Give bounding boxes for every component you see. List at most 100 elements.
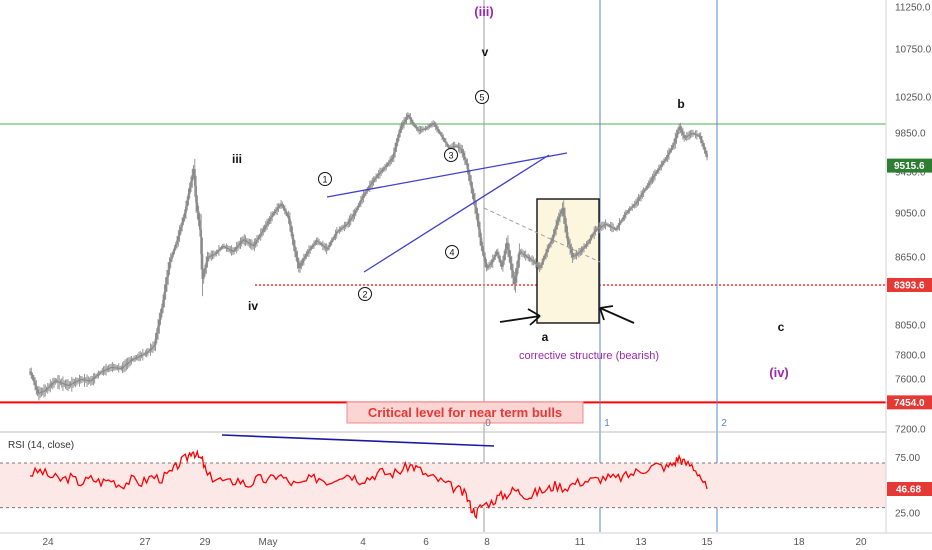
candle-body [69, 384, 72, 386]
candle-body [163, 292, 166, 300]
candle-body [275, 209, 277, 212]
candle-body [457, 146, 460, 148]
candle-body [93, 377, 96, 379]
candle-body [518, 251, 521, 260]
candle-body [496, 251, 499, 256]
price-tick-label: 7800.0 [895, 351, 926, 362]
wave-circle-label-2: 2 [362, 290, 367, 300]
candle-body [261, 231, 263, 234]
candle-body [155, 332, 158, 339]
candle-body [361, 197, 364, 201]
candle-body [406, 115, 409, 118]
candle-body [84, 379, 87, 381]
candle-body [73, 382, 76, 384]
candle-body [34, 381, 36, 386]
candle-body [343, 225, 346, 227]
candle-body [451, 146, 454, 148]
date-tick-label: 11 [575, 537, 586, 548]
candle-body [328, 244, 331, 248]
candle-body [504, 248, 507, 255]
candle-body [81, 379, 83, 380]
candle-body [149, 349, 152, 351]
candle-body [366, 189, 369, 192]
candle-body [135, 357, 138, 359]
candle-body [108, 367, 111, 369]
candle-body [396, 137, 399, 143]
candle-body [31, 374, 34, 378]
candle-body [420, 129, 423, 131]
price-pane [0, 0, 886, 532]
candle-body [695, 134, 698, 136]
candle-body [665, 157, 668, 160]
candle-body [272, 213, 275, 216]
candle-body [589, 238, 592, 241]
candle-body [305, 253, 308, 257]
candle-body [211, 254, 214, 256]
candle-body [140, 355, 143, 356]
candle-body [669, 150, 672, 153]
candle-body [488, 265, 490, 267]
candle-body [349, 218, 352, 221]
candle-body [501, 260, 504, 267]
candle-body [379, 172, 381, 174]
candle-body [419, 129, 422, 131]
candle-body [690, 133, 693, 134]
candle-body [373, 178, 376, 181]
rsi-title: RSI (14, close) [8, 440, 74, 451]
candle-body [650, 179, 653, 182]
candle-body [351, 216, 353, 219]
candle-body [302, 258, 305, 261]
candle-body [477, 221, 480, 230]
candle-body [447, 145, 450, 148]
candle-body [48, 386, 50, 388]
candle-body [442, 137, 445, 140]
candle-body [434, 125, 437, 127]
candle-body [676, 130, 679, 135]
candle-body [237, 245, 239, 247]
candle-body [365, 191, 367, 194]
candle-body [353, 213, 356, 215]
candle-body [377, 173, 380, 176]
candle-body [209, 255, 211, 257]
candle-body [508, 249, 511, 257]
candle-body [512, 270, 514, 278]
candle-body [545, 252, 547, 256]
price-tag-2 [887, 395, 932, 410]
candle-body [283, 208, 286, 211]
candle-body [507, 242, 509, 250]
candle-body [500, 263, 503, 267]
candle-body [107, 368, 110, 370]
candle-body [88, 380, 91, 382]
candle-body [480, 237, 483, 246]
candle-body [204, 267, 206, 274]
candle-body [173, 247, 176, 252]
candle-body [481, 246, 484, 252]
candle-body [273, 211, 276, 213]
candle-body [348, 220, 351, 223]
candle-body [646, 185, 649, 188]
candle-body [514, 276, 517, 285]
candle-body [661, 162, 664, 165]
candle-body [463, 156, 466, 160]
candle-body [221, 246, 224, 248]
candle-body [510, 263, 513, 271]
price-tag-label: 8393.6 [894, 281, 925, 292]
candle-body [53, 381, 55, 383]
candle-body [684, 137, 687, 139]
candle-body [403, 121, 405, 124]
candle-body [280, 203, 282, 206]
candle-body [548, 243, 551, 247]
candle-body [557, 217, 560, 221]
candle-body [200, 229, 203, 255]
candle-body [311, 245, 314, 248]
candle-body [560, 210, 563, 215]
candle-body [268, 219, 271, 222]
candle-body [147, 351, 149, 353]
candle-body [462, 152, 465, 157]
candle-body [196, 202, 199, 212]
rsi-tick-label: 25.00 [895, 509, 920, 520]
candle-body [581, 248, 584, 251]
candle-body [670, 147, 673, 151]
corrective-structure-label: corrective structure (bearish) [519, 350, 659, 362]
